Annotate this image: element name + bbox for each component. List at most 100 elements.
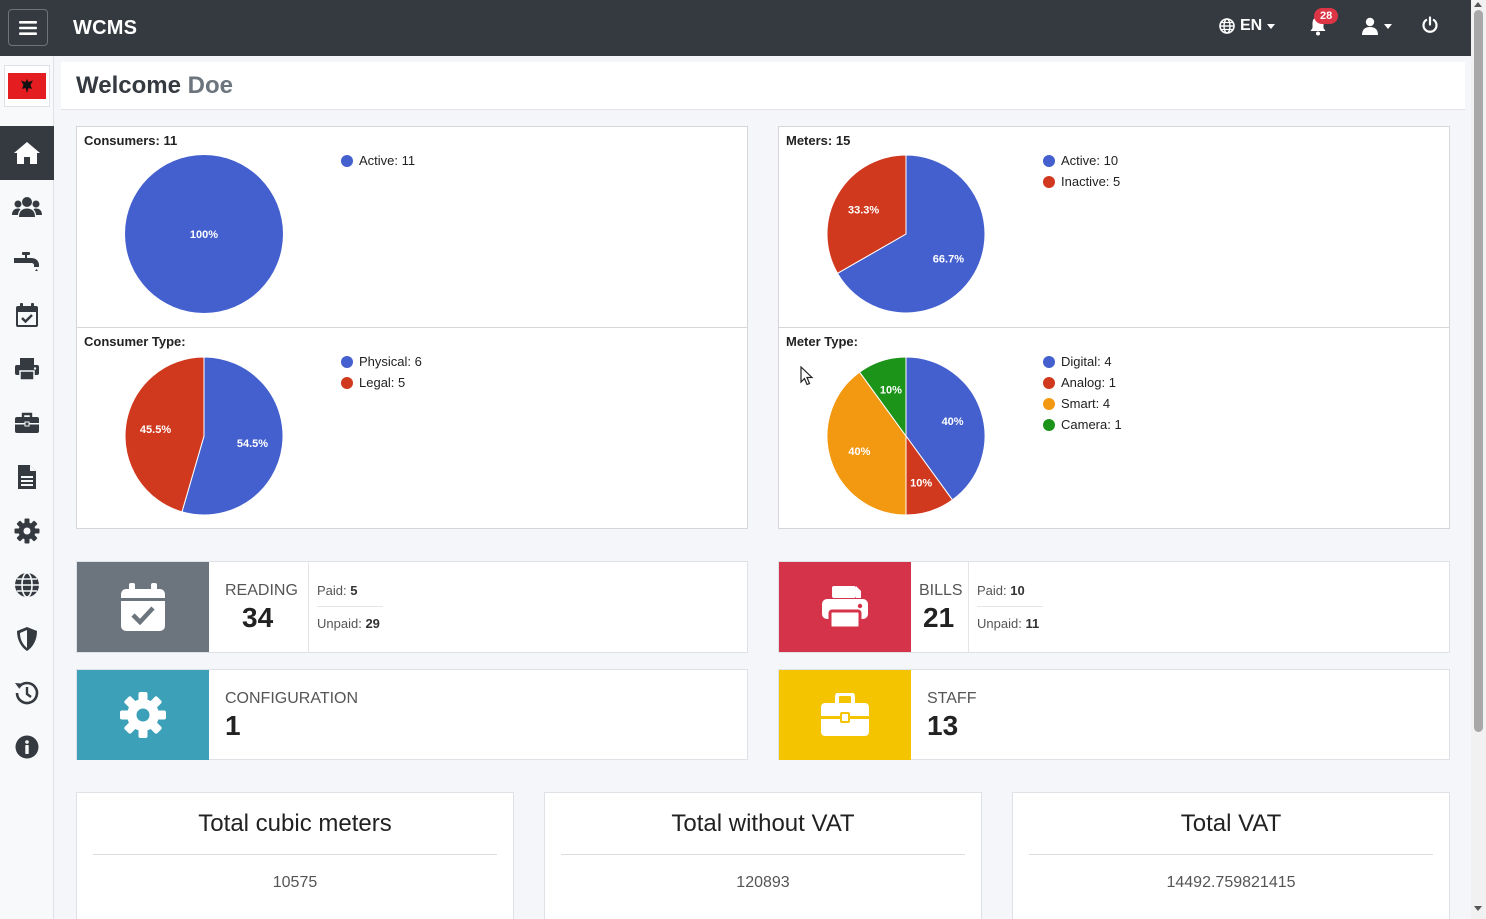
- scroll-up-arrow-icon[interactable]: [1474, 2, 1482, 7]
- sidebar-item-bills[interactable]: [0, 342, 54, 396]
- pie-slice[interactable]: [125, 155, 283, 313]
- faucet-icon: [14, 252, 39, 271]
- staff-info-box[interactable]: STAFF 13: [778, 669, 1450, 760]
- unpaid-label: Unpaid:: [317, 616, 362, 631]
- pie-slice[interactable]: [858, 356, 907, 438]
- history-icon: [15, 681, 39, 705]
- sidebar-item-consumers[interactable]: [0, 180, 54, 234]
- consumer-type-pie: 54.5% 45.5%: [124, 356, 284, 516]
- sidebar-item-documents[interactable]: [0, 450, 54, 504]
- legend-item[interactable]: Active: 10: [1043, 150, 1120, 171]
- consumers-pie: 100%: [125, 155, 283, 313]
- unpaid-value: 29: [365, 616, 380, 631]
- legend-color-swatch: [1043, 418, 1055, 431]
- pie-slice[interactable]: [124, 356, 205, 513]
- legend-item[interactable]: Physical: 6: [341, 351, 422, 372]
- staff-count: 13: [927, 710, 959, 741]
- albania-flag-logo[interactable]: [4, 65, 50, 107]
- chevron-down-icon: [1384, 23, 1392, 29]
- legend-item[interactable]: Inactive: 5: [1043, 171, 1120, 192]
- legend-item[interactable]: Smart: 4: [1043, 393, 1122, 414]
- legend-item[interactable]: Analog: 1: [1043, 372, 1122, 393]
- pie-slice[interactable]: [826, 154, 907, 275]
- paid-value: 10: [1010, 583, 1025, 598]
- sidebar-item-meters[interactable]: [0, 234, 54, 288]
- legend-color-swatch: [1043, 376, 1055, 389]
- configuration-count: 1: [225, 710, 241, 741]
- legend-label: Analog: 1: [1061, 375, 1116, 390]
- legend-item[interactable]: Camera: 1: [1043, 414, 1122, 435]
- reading-label: READING: [225, 582, 298, 599]
- bills-label: BILLS: [919, 582, 963, 599]
- legend-item[interactable]: Active: 11: [341, 150, 415, 171]
- shield-icon: [17, 627, 37, 651]
- mouse-cursor-icon: [800, 366, 814, 386]
- total-cubic-meters-card: Total cubic meters 10575: [76, 792, 514, 919]
- user-menu-dropdown[interactable]: [1362, 17, 1392, 35]
- legend-label: Active: 11: [359, 153, 416, 168]
- notifications-badge: 28: [1314, 8, 1339, 24]
- meter-type-pie: 40% 10% 40% 10%: [826, 356, 986, 516]
- pie-slice-label: 45.5%: [140, 424, 171, 436]
- pie-slice[interactable]: [181, 356, 284, 516]
- bills-unpaid: Unpaid: 11: [977, 616, 1039, 631]
- sidebar: [0, 56, 54, 919]
- sidebar-item-history[interactable]: [0, 666, 54, 720]
- legend-label: Digital: 4: [1061, 354, 1112, 369]
- configuration-icon-box: [77, 670, 209, 760]
- pie-slice[interactable]: [836, 154, 986, 314]
- total-without-vat-card: Total without VAT 120893: [544, 792, 982, 919]
- menu-toggle-button[interactable]: [8, 9, 48, 46]
- sidebar-item-language[interactable]: [0, 558, 54, 612]
- pie-slice-label: 54.5%: [237, 438, 268, 450]
- welcome-text: Welcome: [76, 72, 181, 99]
- pie-slice[interactable]: [826, 371, 907, 516]
- bills-count: 21: [923, 602, 955, 633]
- divider: [1029, 854, 1433, 855]
- sidebar-item-staff[interactable]: [0, 396, 54, 450]
- briefcase-icon: [821, 693, 869, 736]
- total-value: 10575: [272, 874, 318, 891]
- top-navbar: WCMS EN 28: [0, 0, 1471, 56]
- sidebar-item-home[interactable]: [0, 126, 54, 180]
- brand-title[interactable]: WCMS: [73, 17, 138, 39]
- bills-info-box[interactable]: BILLS 21 Paid: 10 Unpaid: 11: [778, 561, 1450, 653]
- pie-slice[interactable]: [905, 356, 986, 501]
- unpaid-value: 11: [1025, 616, 1040, 631]
- meters-pie: 66.7% 33.3%: [826, 154, 986, 314]
- language-label: EN: [1240, 17, 1263, 34]
- globe-icon: [15, 572, 39, 598]
- sidebar-item-settings[interactable]: [0, 504, 54, 558]
- page-title: Welcome Doe: [76, 72, 233, 100]
- reading-info-box[interactable]: READING 34 Paid: 5 Unpaid: 29: [76, 561, 748, 653]
- language-dropdown[interactable]: EN: [1219, 17, 1276, 35]
- total-value: 14492.759821415: [1166, 874, 1296, 891]
- globe-icon: [1219, 18, 1235, 34]
- gear-icon: [14, 518, 40, 544]
- sidebar-item-info[interactable]: [0, 720, 54, 774]
- user-icon: [1362, 17, 1378, 35]
- paid-value: 5: [350, 583, 358, 598]
- total-title: Total cubic meters: [198, 810, 392, 837]
- legend-label: Camera: 1: [1061, 417, 1122, 432]
- configuration-info-box[interactable]: CONFIGURATION 1: [76, 669, 748, 760]
- legend-item[interactable]: Digital: 4: [1043, 351, 1122, 372]
- users-icon: [12, 197, 42, 217]
- divider: [977, 606, 1043, 607]
- page-scrollbar[interactable]: [1471, 0, 1486, 919]
- total-title: Total VAT: [1180, 810, 1282, 837]
- chart-title: Meters: 15: [786, 133, 851, 148]
- calendar-check-icon: [16, 303, 38, 327]
- legend-item[interactable]: Legal: 5: [341, 372, 422, 393]
- chart-legend: Active: 10 Inactive: 5: [1043, 150, 1120, 192]
- sidebar-item-security[interactable]: [0, 612, 54, 666]
- total-vat-card: Total VAT 14492.759821415: [1012, 792, 1450, 919]
- pie-slice-label: 10%: [910, 478, 932, 490]
- divider: [968, 562, 969, 652]
- scroll-down-arrow-icon[interactable]: [1474, 906, 1482, 911]
- sidebar-item-readings[interactable]: [0, 288, 54, 342]
- logout-button[interactable]: [1421, 16, 1439, 39]
- scrollbar-thumb[interactable]: [1474, 10, 1483, 732]
- legend-label: Inactive: 5: [1061, 174, 1121, 189]
- staff-label: STAFF: [927, 690, 977, 707]
